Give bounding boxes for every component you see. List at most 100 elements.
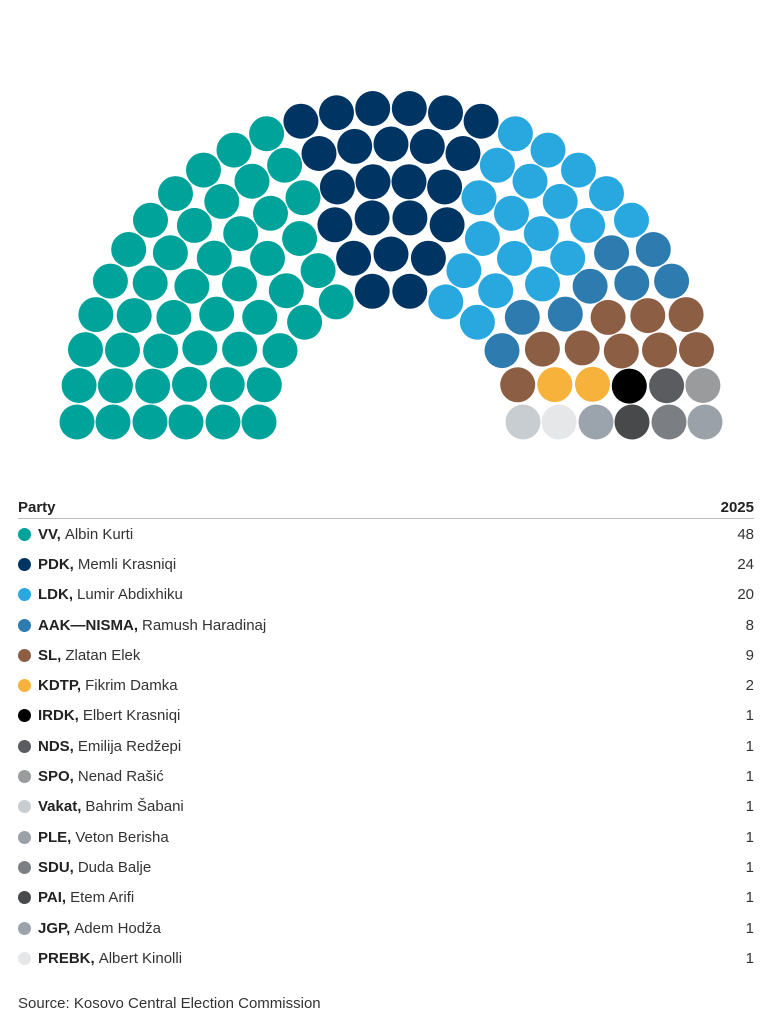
seat-dot (530, 132, 566, 168)
seat-dot (410, 240, 446, 276)
legend-row: IRDK, Elbert Krasniqi 1 (18, 701, 754, 731)
seat-dot (182, 330, 218, 366)
party-abbreviation: AAK—NISMA, (38, 616, 138, 634)
party-leader: Bahrim Šabani (85, 798, 184, 816)
legend-row: NDS, Emilija Redžepi 1 (18, 731, 754, 761)
party-abbreviation: IRDK, (38, 707, 79, 725)
seat-dot (611, 368, 647, 404)
seat-dot (512, 163, 548, 199)
seat-dot (459, 304, 495, 340)
seat-dot (174, 268, 210, 304)
party-leader: Veton Berisha (75, 828, 169, 846)
seat-dot (132, 404, 168, 440)
seat-dot (687, 404, 723, 440)
seat-dot (223, 216, 259, 252)
seat-dot (463, 103, 499, 139)
seat-dot (319, 169, 355, 205)
seat-dot (337, 128, 373, 164)
seat-dot (158, 176, 193, 212)
party-leader: Etem Arifi (70, 889, 135, 907)
seat-dot (391, 164, 427, 200)
party-seat-count: 24 (737, 555, 754, 573)
party-leader: Ramush Haradinaj (142, 616, 267, 634)
seat-dot (156, 299, 192, 335)
party-column-header: Party (18, 499, 56, 516)
seat-dot (317, 207, 353, 243)
legend-row: Vakat, Bahrim Šabani 1 (18, 792, 754, 822)
seat-dot (172, 366, 207, 402)
party-leader: Nenad Rašić (77, 768, 164, 786)
source-note: Source: Kosovo Central Election Commissi… (18, 995, 321, 1012)
seat-dot (668, 297, 704, 333)
seat-dot (133, 202, 168, 238)
party-abbreviation: JGP, (38, 919, 71, 937)
party-abbreviation: KDTP, (38, 677, 82, 695)
party-leader: Memli Krasniqi (77, 555, 177, 573)
legend-row: VV, Albin Kurti 48 (18, 519, 754, 549)
legend-row: PAI, Etem Arifi 1 (18, 883, 754, 913)
party-seat-count: 8 (745, 616, 754, 634)
seat-dot (59, 404, 95, 440)
seat-dot (318, 284, 354, 320)
seat-dot (589, 176, 624, 212)
party-leader: Adem Hodža (74, 919, 161, 937)
legend-row: SDU, Duda Balje 1 (18, 852, 754, 882)
party-color-swatch (18, 739, 31, 753)
seat-dot (95, 404, 131, 440)
party-color-swatch (18, 830, 31, 844)
seat-dot (354, 200, 390, 236)
party-color-swatch (18, 618, 31, 632)
seat-dot (111, 232, 147, 267)
party-abbreviation: VV, (38, 525, 61, 543)
party-seat-count: 1 (745, 858, 754, 876)
seat-dot (300, 253, 336, 289)
seat-dot (135, 368, 171, 404)
seat-dot (267, 147, 303, 183)
seat-dot (497, 240, 532, 276)
legend-row: LDK, Lumir Abdixhiku 20 (18, 580, 754, 610)
seat-dot (319, 95, 354, 131)
party-abbreviation: LDK, (38, 586, 73, 604)
seat-dot (590, 299, 626, 335)
seat-dot (355, 91, 391, 126)
seat-dot (445, 136, 481, 171)
legend-row: KDTP, Fikrim Damka 2 (18, 670, 754, 700)
legend-rows: VV, Albin Kurti 48 PDK, Memli Krasniqi 24 LDK,… (18, 519, 754, 973)
seat-dot (250, 240, 285, 276)
party-abbreviation: SDU, (38, 858, 74, 876)
seat-dot (241, 404, 277, 440)
seat-dot (176, 207, 212, 243)
party-abbreviation: NDS, (38, 737, 74, 755)
seat-dot (651, 404, 687, 440)
seat-dot (105, 332, 140, 368)
party-color-swatch (18, 770, 31, 784)
seat-dot (78, 297, 114, 333)
party-leader: Fikrim Damka (85, 677, 178, 695)
party-color-swatch (18, 557, 31, 571)
seat-dot (572, 268, 608, 304)
seat-dot (199, 296, 235, 332)
seat-dot (575, 366, 610, 402)
seat-dot (635, 232, 671, 267)
party-seat-count: 9 (745, 646, 754, 664)
party-leader: Zlatan Elek (65, 646, 141, 664)
seat-dot (287, 304, 323, 340)
party-leader: Albin Kurti (64, 525, 134, 543)
party-leader: Emilija Redžepi (77, 737, 182, 755)
party-leader: Lumir Abdixhiku (77, 586, 183, 604)
party-abbreviation: PDK, (38, 555, 74, 573)
legend-row: PDK, Memli Krasniqi 24 (18, 549, 754, 579)
seat-dot (429, 207, 465, 243)
seat-dot (547, 296, 583, 332)
party-abbreviation: Vakat, (38, 798, 82, 816)
party-seat-count: 1 (745, 768, 754, 786)
seat-dot (68, 332, 103, 368)
party-color-swatch (18, 588, 31, 602)
seat-dot (143, 333, 179, 369)
seat-dot (204, 183, 240, 219)
seat-dot (222, 331, 258, 367)
parliament-hemicycle-chart (59, 91, 723, 440)
seat-dot (479, 147, 515, 183)
seat-dot (152, 235, 188, 271)
party-seat-count: 48 (737, 525, 754, 543)
